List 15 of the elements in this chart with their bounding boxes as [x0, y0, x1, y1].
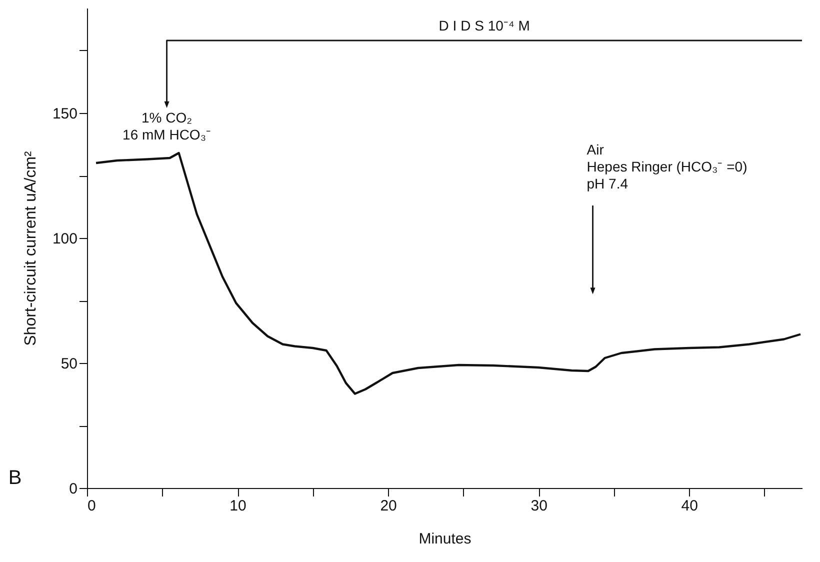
y-tick-label: 0	[69, 480, 78, 498]
x-tick-label: 20	[380, 498, 397, 514]
y-axis-title: Short-circuit current uA/cm²	[22, 150, 40, 346]
y-tick-label: 50	[60, 356, 78, 372]
annotation: D I D S 10⁻⁴ M	[438, 18, 530, 34]
x-tick-label: 10	[230, 498, 246, 514]
x-tick-label: 40	[681, 498, 698, 514]
annotation: 1% CO₂ 16 mM HCO₃⁻	[122, 110, 212, 142]
text: B	[8, 467, 22, 489]
y-tick-label: 100	[52, 230, 78, 248]
x-tick-label: 30	[530, 498, 548, 514]
x-tick-label: 0	[88, 498, 96, 514]
y-tick-label: 150	[52, 106, 78, 122]
annotation: Air Hepes Ringer (HCO₃⁻ =0) pH 7.4	[586, 142, 748, 192]
x-axis-title: Minutes	[418, 530, 472, 548]
